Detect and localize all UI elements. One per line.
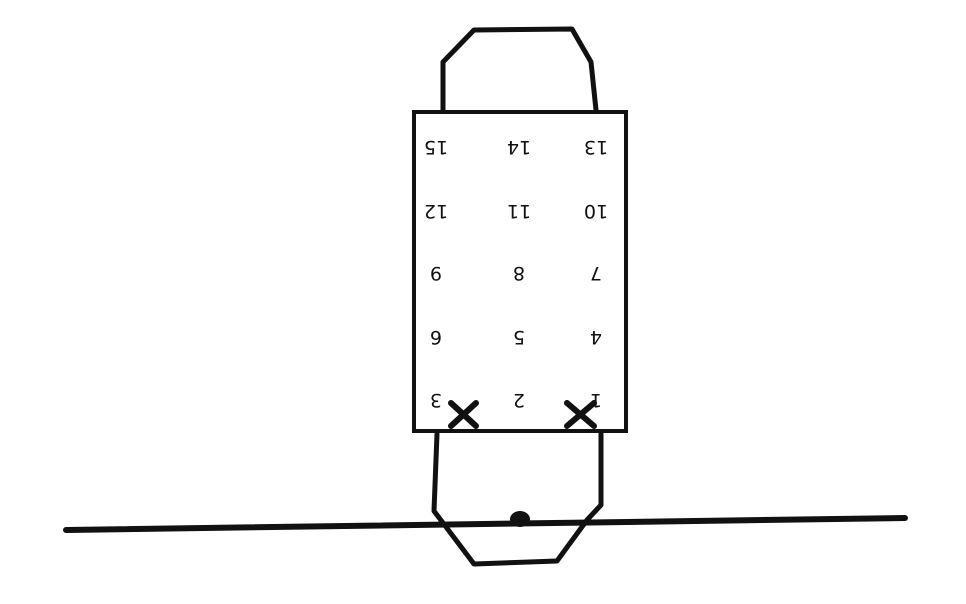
x-mark-right: [564, 400, 597, 429]
grid-number: 4: [590, 326, 602, 348]
grid-number: 11: [507, 200, 531, 222]
grid-number: 13: [584, 136, 608, 158]
number-grid-box: [412, 110, 628, 433]
grid-number: 14: [507, 136, 531, 158]
grid-number: 2: [513, 389, 525, 411]
center-dot: [510, 511, 530, 527]
top-bracket-outline: [440, 26, 599, 113]
grid-number: 7: [590, 262, 602, 284]
grid-number: 6: [430, 326, 442, 348]
grid-number: 12: [424, 200, 448, 222]
horizon-line: [63, 515, 908, 533]
grid-number: 3: [430, 389, 442, 411]
x-mark-left: [448, 400, 479, 429]
grid-number: 5: [513, 326, 525, 348]
grid-number: 15: [424, 136, 448, 158]
bottom-bracket-outline: [431, 431, 604, 567]
grid-number: 10: [584, 200, 608, 222]
grid-number: 8: [513, 262, 525, 284]
grid-number: 9: [430, 262, 442, 284]
